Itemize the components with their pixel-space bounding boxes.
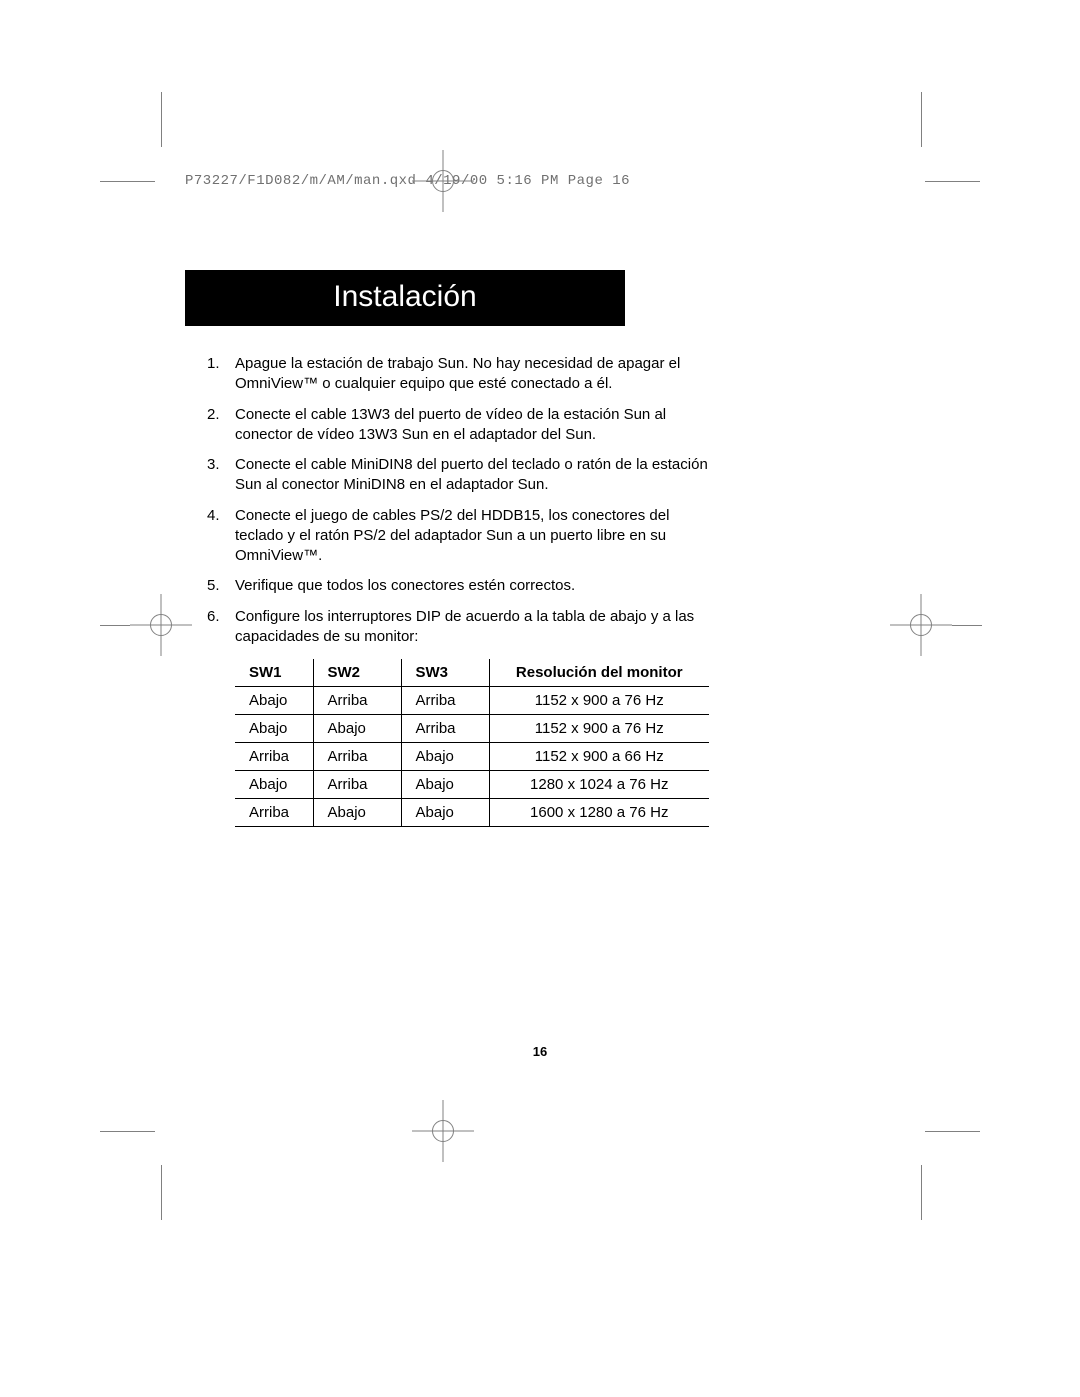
table-cell: Arriba <box>401 687 489 715</box>
table-row: Arriba Abajo Abajo 1600 x 1280 a 76 Hz <box>235 799 709 827</box>
table-cell: Abajo <box>401 743 489 771</box>
table-cell: 1152 x 900 a 76 Hz <box>489 687 709 715</box>
table-cell: Abajo <box>313 799 401 827</box>
list-item: Conecte el cable 13W3 del puerto de víde… <box>207 405 715 446</box>
table-cell: 1280 x 1024 a 76 Hz <box>489 771 709 799</box>
table-cell: 1152 x 900 a 76 Hz <box>489 715 709 743</box>
table-row: Abajo Arriba Arriba 1152 x 900 a 76 Hz <box>235 687 709 715</box>
crop-tick-icon <box>925 1131 980 1132</box>
list-item: Configure los interruptores DIP de acuer… <box>207 607 715 648</box>
list-item: Conecte el juego de cables PS/2 del HDDB… <box>207 506 715 567</box>
table-cell: Abajo <box>235 687 313 715</box>
section-title: Instalación <box>185 270 625 326</box>
table-header-row: SW1 SW2 SW3 Resolución del monitor <box>235 659 709 687</box>
slug-line: P73227/F1D082/m/AM/man.qxd 4/19/00 5:16 … <box>185 173 630 189</box>
table-cell: Abajo <box>235 771 313 799</box>
instruction-list: Apague la estación de trabajo Sun. No ha… <box>207 354 715 647</box>
registration-mark-icon <box>910 614 932 636</box>
list-item: Conecte el cable MiniDIN8 del puerto del… <box>207 455 715 496</box>
table-header: Resolución del monitor <box>489 659 709 687</box>
crop-tick-icon <box>100 181 155 182</box>
crop-tick-icon <box>921 1165 922 1220</box>
table-row: Arriba Arriba Abajo 1152 x 900 a 66 Hz <box>235 743 709 771</box>
table-cell: Arriba <box>235 743 313 771</box>
table-cell: Abajo <box>235 715 313 743</box>
table-cell: Arriba <box>313 771 401 799</box>
registration-mark-icon <box>150 614 172 636</box>
table-header: SW3 <box>401 659 489 687</box>
crop-tick-icon <box>925 181 980 182</box>
page-number: 16 <box>0 1044 1080 1059</box>
table-row: Abajo Abajo Arriba 1152 x 900 a 76 Hz <box>235 715 709 743</box>
table-cell: Abajo <box>401 799 489 827</box>
table-header: SW2 <box>313 659 401 687</box>
page: P73227/F1D082/m/AM/man.qxd 4/19/00 5:16 … <box>0 0 1080 1397</box>
table-cell: Arriba <box>313 687 401 715</box>
table-cell: 1152 x 900 a 66 Hz <box>489 743 709 771</box>
crop-tick-icon <box>161 92 162 147</box>
table-cell: Arriba <box>235 799 313 827</box>
registration-mark-icon <box>432 1120 454 1142</box>
list-item: Apague la estación de trabajo Sun. No ha… <box>207 354 715 395</box>
content-block: Apague la estación de trabajo Sun. No ha… <box>185 354 737 827</box>
table-cell: Arriba <box>313 743 401 771</box>
crop-tick-icon <box>952 625 982 626</box>
table-row: Abajo Arriba Abajo 1280 x 1024 a 76 Hz <box>235 771 709 799</box>
registration-mark-icon <box>432 170 454 192</box>
table-header: SW1 <box>235 659 313 687</box>
dip-switch-table: SW1 SW2 SW3 Resolución del monitor Abajo… <box>235 659 709 827</box>
crop-tick-icon <box>161 1165 162 1220</box>
list-item: Verifique que todos los conectores estén… <box>207 576 715 596</box>
table-cell: Arriba <box>401 715 489 743</box>
table-cell: Abajo <box>313 715 401 743</box>
table-cell: 1600 x 1280 a 76 Hz <box>489 799 709 827</box>
table-cell: Abajo <box>401 771 489 799</box>
crop-tick-icon <box>921 92 922 147</box>
crop-tick-icon <box>100 1131 155 1132</box>
crop-tick-icon <box>100 625 130 626</box>
